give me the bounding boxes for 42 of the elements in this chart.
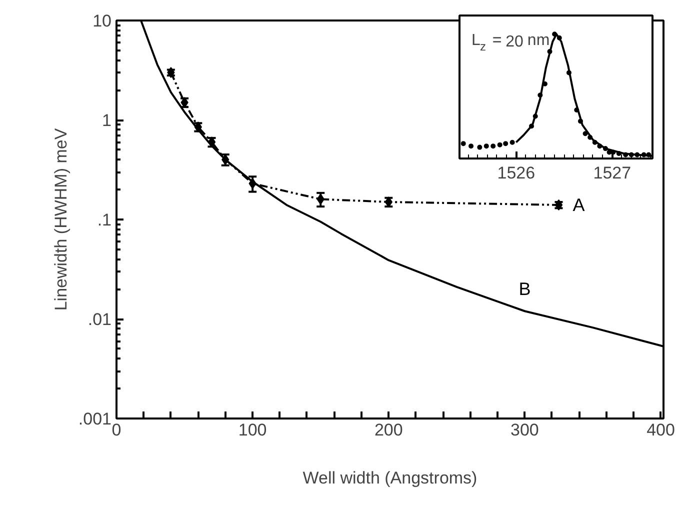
x-tick-label: 1526	[497, 164, 536, 182]
point	[547, 49, 552, 54]
series-label: A	[572, 194, 585, 215]
x-tick-label: 400	[646, 420, 675, 440]
point	[623, 152, 628, 158]
series-label: B	[518, 279, 531, 300]
point	[503, 141, 508, 146]
point	[468, 144, 474, 149]
point	[641, 152, 646, 158]
x-tick-label: 0	[112, 420, 122, 440]
point	[490, 144, 496, 149]
point	[529, 124, 534, 129]
y-tick-label: .001	[78, 410, 112, 428]
point	[477, 144, 482, 150]
point	[552, 32, 558, 37]
x-tick-label: 200	[374, 420, 403, 440]
point	[582, 131, 588, 136]
x-tick-label: 300	[510, 420, 539, 440]
point	[602, 146, 608, 152]
point	[566, 70, 572, 76]
point	[616, 151, 622, 156]
y-tick-label: 1	[102, 111, 112, 130]
point	[532, 114, 538, 119]
point	[460, 141, 466, 146]
point	[597, 144, 602, 149]
point	[510, 140, 515, 145]
y-tick-label: .1	[97, 210, 112, 230]
point	[578, 118, 583, 124]
point	[634, 152, 640, 158]
point	[538, 92, 543, 98]
x-tick-label: 1527	[593, 164, 632, 182]
point	[574, 108, 580, 112]
point	[592, 140, 598, 145]
point	[588, 134, 593, 140]
x-tick-label: 100	[238, 420, 267, 440]
point	[556, 35, 562, 40]
x-axis-title: Well width (Angstroms)	[302, 468, 478, 488]
point	[497, 142, 502, 148]
y-tick-label: .01	[88, 310, 112, 329]
point	[484, 144, 489, 149]
y-axis-title: Linewidth (HWHM) meV	[51, 128, 70, 311]
y-tick-label: 10	[92, 12, 112, 30]
